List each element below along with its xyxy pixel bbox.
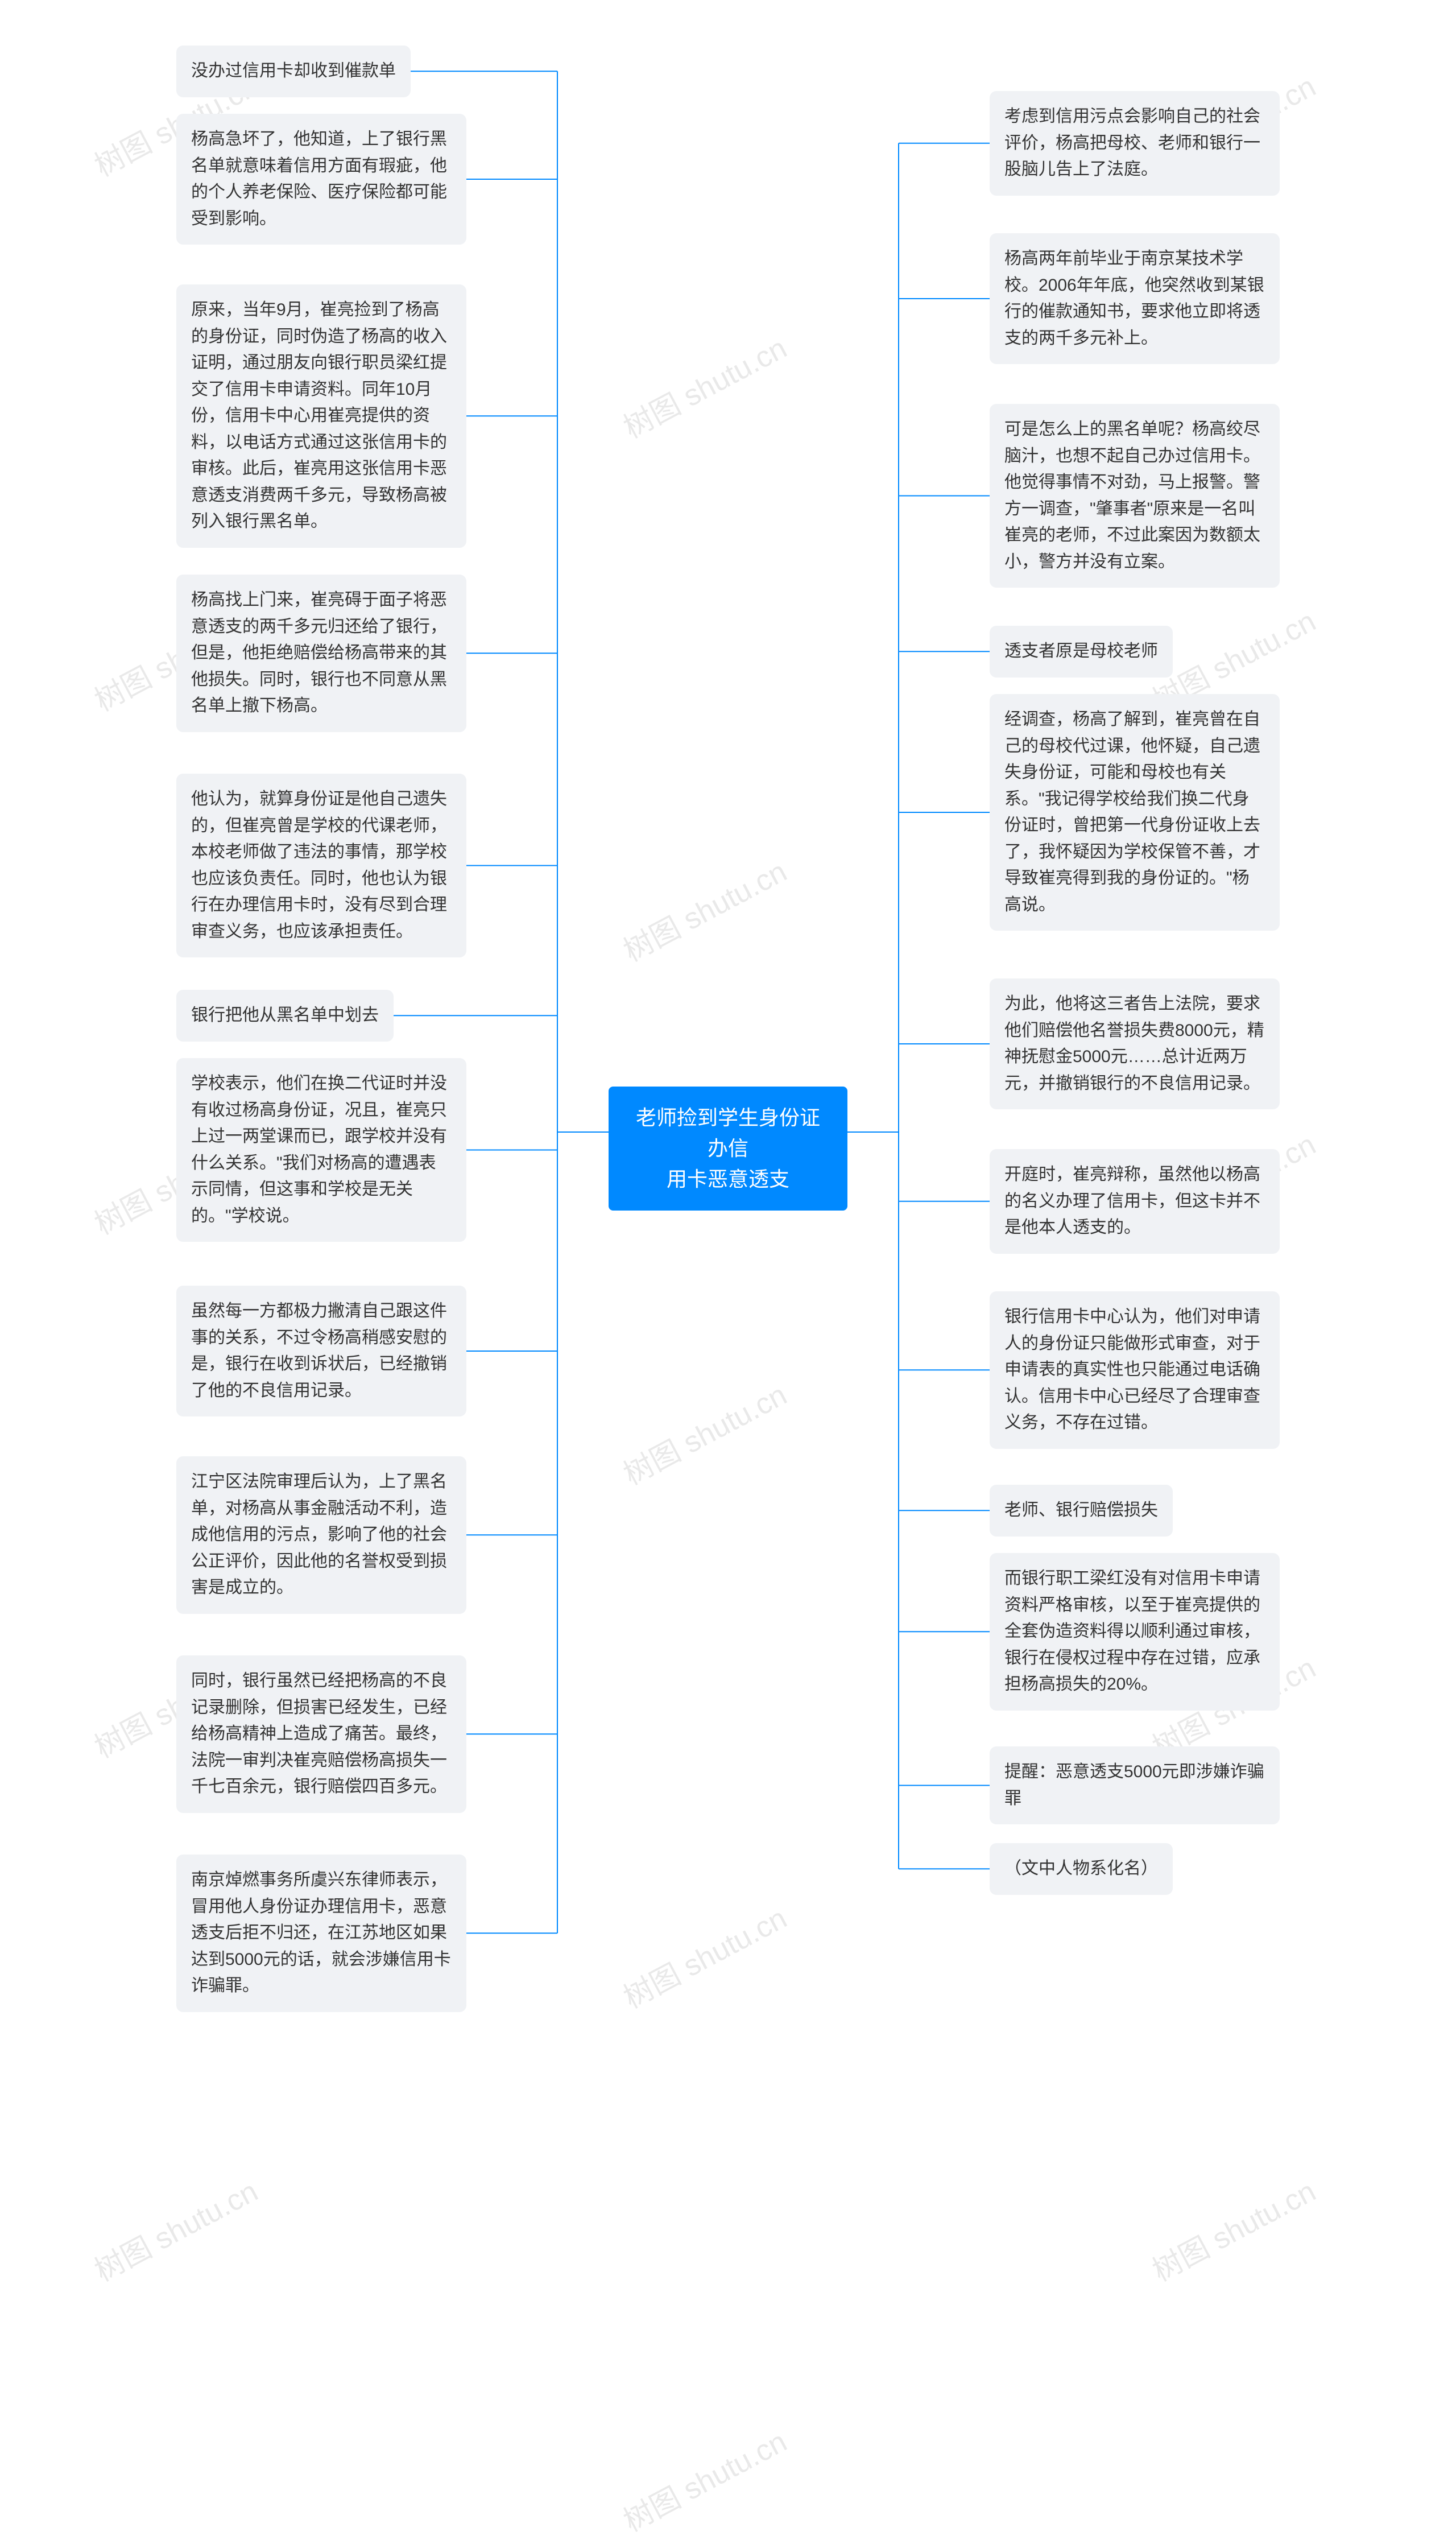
right-node: 杨高两年前毕业于南京某技术学校。2006年年底，他突然收到某银行的催款通知书，要… (990, 233, 1280, 364)
watermark: 树图 shutu.cn (615, 1371, 793, 1493)
mindmap-canvas: 树图 shutu.cn 树图 shutu.cn 树图 shutu.cn 树图 shut… (0, 0, 1456, 2502)
right-node: 经调查，杨高了解到，崔亮曾在自己的母校代过课，他怀疑，自己遗失身份证，可能和母校… (990, 694, 1280, 931)
right-node: 可是怎么上的黑名单呢？杨高绞尽脑汁，也想不起自己办过信用卡。他觉得事情不对劲，马… (990, 404, 1280, 588)
watermark: 树图 shutu.cn (615, 848, 793, 969)
watermark: 树图 shutu.cn (86, 2167, 264, 2289)
watermark: 树图 shutu.cn (1144, 2167, 1322, 2289)
left-node: 杨高找上门来，崔亮碍于面子将恶意透支的两千多元归还给了银行，但是，他拒绝赔偿给杨… (176, 575, 466, 732)
left-node: 原来，当年9月，崔亮捡到了杨高的身份证，同时伪造了杨高的收入证明，通过朋友向银行… (176, 284, 466, 548)
right-node: 透支者原是母校老师 (990, 626, 1173, 678)
right-node: 而银行职工梁红没有对信用卡申请资料严格审核，以至于崔亮提供的全套伪造资料得以顺利… (990, 1553, 1280, 1711)
right-node: （文中人物系化名） (990, 1843, 1173, 1895)
right-node: 提醒：恶意透支5000元即涉嫌诈骗罪 (990, 1746, 1280, 1824)
right-node: 考虑到信用污点会影响自己的社会评价，杨高把母校、老师和银行一股脑儿告上了法庭。 (990, 91, 1280, 196)
watermark: 树图 shutu.cn (615, 2418, 793, 2539)
right-node: 老师、银行赔偿损失 (990, 1485, 1173, 1537)
watermark: 树图 shutu.cn (615, 1894, 793, 2016)
left-node: 银行把他从黑名单中划去 (176, 990, 394, 1042)
left-node: 杨高急坏了，他知道，上了银行黑名单就意味着信用方面有瑕疵，他的个人养老保险、医疗… (176, 114, 466, 245)
right-node: 为此，他将这三者告上法院，要求他们赔偿他名誉损失费8000元，精神抚慰金5000… (990, 978, 1280, 1109)
left-node: 他认为，就算身份证是他自己遗失的，但崔亮曾是学校的代课老师，本校老师做了违法的事… (176, 774, 466, 957)
right-node: 开庭时，崔亮辩称，虽然他以杨高的名义办理了信用卡，但这卡并不是他本人透支的。 (990, 1149, 1280, 1254)
watermark: 树图 shutu.cn (615, 324, 793, 446)
right-node: 银行信用卡中心认为，他们对申请人的身份证只能做形式审查，对于申请表的真实性也只能… (990, 1291, 1280, 1449)
center-topic: 老师捡到学生身份证办信 用卡恶意透支 (609, 1087, 847, 1211)
left-node: 南京焯燃事务所虞兴东律师表示，冒用他人身份证办理信用卡，恶意透支后拒不归还，在江… (176, 1855, 466, 2012)
left-node: 学校表示，他们在换二代证时并没有收过杨高身份证，况且，崔亮只上过一两堂课而已，跟… (176, 1058, 466, 1242)
left-node: 没办过信用卡却收到催款单 (176, 46, 411, 97)
left-node: 江宁区法院审理后认为，上了黑名单，对杨高从事金融活动不利，造成他信用的污点，影响… (176, 1456, 466, 1614)
left-node: 虽然每一方都极力撇清自己跟这件事的关系，不过令杨高稍感安慰的是，银行在收到诉状后… (176, 1286, 466, 1416)
left-node: 同时，银行虽然已经把杨高的不良记录删除，但损害已经发生，已经给杨高精神上造成了痛… (176, 1655, 466, 1813)
